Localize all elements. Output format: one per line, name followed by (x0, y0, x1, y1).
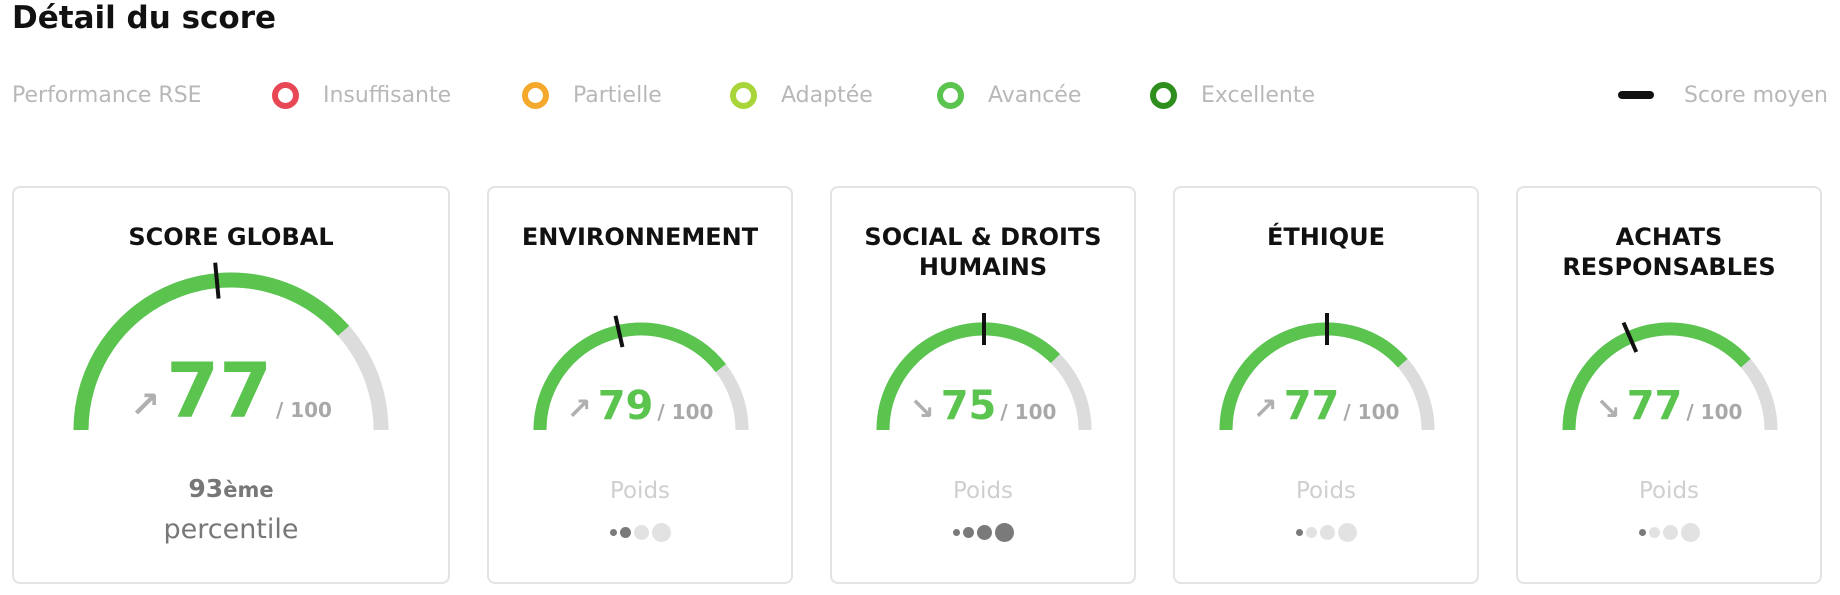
weight-dots (1175, 521, 1477, 543)
score-max: / 100 (275, 398, 332, 422)
weight-dot (952, 528, 960, 536)
weight-dot (1337, 522, 1357, 542)
average-score-marker (1621, 321, 1639, 353)
weight-dot (619, 526, 631, 538)
weight-dot (962, 526, 974, 538)
weight-dot (994, 522, 1014, 542)
score-display: ↗ 79 / 100 (489, 386, 791, 427)
weight-label: Poids (1638, 478, 1700, 504)
gauge-value-arc (1219, 322, 1408, 431)
weight-dot (633, 524, 649, 540)
weight-dot (1319, 524, 1335, 540)
legend-item-partielle: Partielle (522, 78, 662, 112)
card-title: ENVIRONNEMENT (521, 223, 759, 251)
weight-dots (489, 521, 791, 543)
card-title: SOCIAL & DROITS HUMAINS (864, 223, 1102, 281)
weight-dot (1295, 528, 1303, 536)
legend-item-insuffisante: Insuffisante (272, 78, 451, 112)
score-gauge (1219, 313, 1435, 431)
orange-ring-icon (522, 81, 549, 109)
green-ring-icon (937, 81, 964, 109)
weight-dot (1662, 524, 1678, 540)
weight-dot (1638, 528, 1646, 536)
score-card-global[interactable]: SCORE GLOBAL ↗ 77 / 100 93ème percentile (12, 186, 450, 584)
legend-item-score-moyen: Score moyen (1618, 78, 1828, 112)
score-display: ↘ 75 / 100 (832, 386, 1134, 427)
weight-dot (651, 522, 671, 542)
card-title: ÉTHIQUE (1266, 223, 1386, 251)
weight-dots (1518, 521, 1820, 543)
card-title: SCORE GLOBAL (128, 223, 334, 251)
legend-label: Avancée (988, 82, 1082, 108)
legend-label: Excellente (1201, 82, 1316, 108)
score-max: / 100 (1343, 400, 1400, 424)
score-card-environnement[interactable]: ENVIRONNEMENT ↗ 79 / 100 Poids (487, 186, 793, 584)
card-title: ACHATS RESPONSABLES (1562, 223, 1776, 281)
legend-label: Partielle (573, 82, 662, 108)
score-gauge (73, 262, 389, 431)
legend-label: Score moyen (1684, 82, 1828, 108)
score-value: 77 (166, 346, 272, 435)
trend-up-icon: ↗ (130, 385, 161, 426)
average-score-marker (213, 262, 221, 299)
trend-down-icon: ↘ (1595, 392, 1621, 427)
red-ring-icon (272, 81, 299, 109)
weight-label: Poids (609, 478, 671, 504)
weight-dots (832, 521, 1134, 543)
score-value: 77 (1626, 383, 1683, 429)
trend-up-icon: ↗ (1252, 392, 1278, 427)
gauge-value-arc (1562, 322, 1751, 431)
legend-label: Insuffisante (323, 82, 452, 108)
score-max: / 100 (1000, 400, 1057, 424)
lime-ring-icon (730, 81, 757, 109)
score-display: ↗ 77 / 100 (1175, 386, 1477, 427)
weight-dot (1680, 522, 1700, 542)
page-title: Détail du score (12, 0, 277, 36)
gauge-value-arc (533, 322, 726, 431)
weight-label: Poids (952, 478, 1014, 504)
legend-label: Adaptée (781, 82, 873, 108)
score-card-social-droits-humains[interactable]: SOCIAL & DROITS HUMAINS ↘ 75 / 100 Poids (830, 186, 1136, 584)
score-value: 79 (597, 383, 654, 429)
weight-label: Poids (1295, 478, 1357, 504)
legend-item-avancee: Avancée (937, 78, 1081, 112)
weight-dot (1305, 526, 1317, 538)
trend-up-icon: ↗ (566, 392, 592, 427)
average-score-marker (613, 315, 625, 348)
score-gauge (533, 315, 749, 431)
dark-green-ring-icon (1150, 81, 1177, 109)
score-max: / 100 (657, 400, 714, 424)
legend: Performance RSE Insuffisante Partielle A… (12, 78, 1828, 112)
score-card-achats-responsables[interactable]: ACHATS RESPONSABLES ↘ 77 / 100 Poids (1516, 186, 1822, 584)
legend-item-excellente: Excellente (1150, 78, 1315, 112)
legend-item-adaptee: Adaptée (730, 78, 873, 112)
score-value: 77 (1283, 383, 1340, 429)
gauge-value-arc (876, 322, 1061, 431)
score-display: ↘ 77 / 100 (1518, 386, 1820, 427)
weight-dot (1648, 526, 1660, 538)
score-display: ↗ 77 / 100 (14, 353, 448, 429)
average-marker-icon (1618, 91, 1654, 99)
score-max: / 100 (1686, 400, 1743, 424)
weight-dot (609, 528, 617, 536)
percentile-rank: 93ème (188, 474, 274, 503)
gauge-value-arc (73, 272, 350, 431)
trend-down-icon: ↘ (909, 392, 935, 427)
score-value: 75 (940, 383, 997, 429)
score-gauge (876, 313, 1092, 431)
percentile-label: percentile (163, 514, 299, 545)
score-gauge (1562, 321, 1778, 431)
legend-title: Performance RSE (12, 82, 202, 108)
weight-dot (976, 524, 992, 540)
score-card-ethique[interactable]: ÉTHIQUE ↗ 77 / 100 Poids (1173, 186, 1479, 584)
